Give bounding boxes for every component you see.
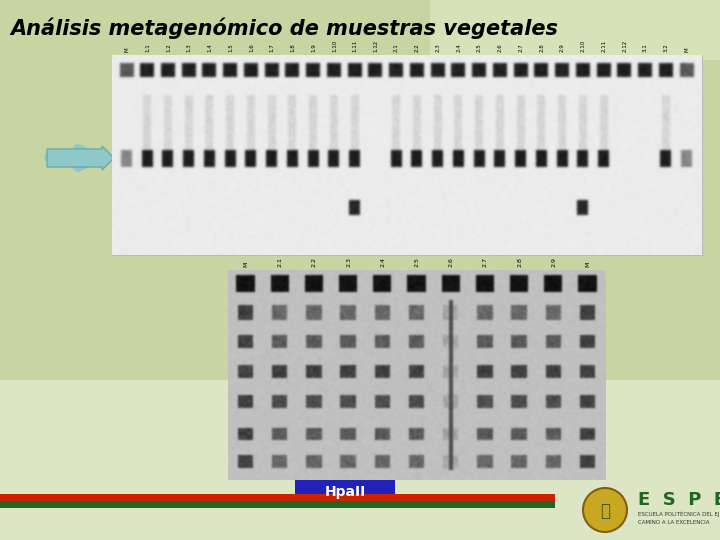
Circle shape [583,488,627,532]
Bar [0,0,720,380]
Text: 2.3: 2.3 [436,43,441,52]
Text: 3.2: 3.2 [664,43,669,52]
Bar [295,479,395,501]
Text: 2.1: 2.1 [394,43,399,52]
Text: 2.10: 2.10 [581,40,586,52]
Bar [402,275,571,475]
Text: 1.3: 1.3 [186,43,192,52]
Bar [112,55,702,255]
Text: 2.1: 2.1 [278,257,283,267]
Bar [368,275,400,475]
Text: 1.5: 1.5 [228,43,233,52]
Bar [0,380,720,540]
Text: M: M [585,261,590,267]
Text: 2.5: 2.5 [477,43,482,52]
Text: 2.7: 2.7 [483,257,488,267]
Text: ESCUELA POLITÉCNICA DEL EJÉRCITO: ESCUELA POLITÉCNICA DEL EJÉRCITO [638,511,720,517]
Text: 1.6: 1.6 [249,43,254,52]
Text: 2.6: 2.6 [498,43,503,52]
Text: 1.8: 1.8 [290,43,295,52]
Text: M: M [243,261,248,267]
Bar [0,501,555,508]
Text: 1.9: 1.9 [311,43,316,52]
Bar [0,494,555,501]
Text: 2.3: 2.3 [346,257,351,267]
Text: 1.1: 1.1 [145,43,150,52]
Text: HpaII: HpaII [325,485,366,499]
Text: 2.7: 2.7 [518,43,523,52]
Text: 2.9: 2.9 [552,257,557,267]
Text: M: M [685,48,690,52]
Text: 2.2: 2.2 [312,257,317,267]
Bar [430,0,720,60]
Text: 1.10: 1.10 [332,40,337,52]
Text: 2.4: 2.4 [456,43,462,52]
Text: 1.7: 1.7 [270,43,275,52]
Text: 1.11: 1.11 [353,40,358,52]
Text: 2.12: 2.12 [622,40,627,52]
Text: 2.2: 2.2 [415,43,420,52]
Text: 1.12: 1.12 [374,40,379,52]
Bar [344,275,395,475]
Text: E  S  P  E: E S P E [638,491,720,509]
FancyArrow shape [47,146,114,170]
Text: 2.11: 2.11 [601,40,606,52]
Text: 1.2: 1.2 [166,43,171,52]
Text: 🛡: 🛡 [600,502,610,520]
Text: 2.8: 2.8 [517,257,522,267]
Text: 2.8: 2.8 [539,43,544,52]
Bar [264,275,348,475]
Text: 2.5: 2.5 [415,257,420,267]
Text: 3.1: 3.1 [643,43,648,52]
Text: 2.4: 2.4 [380,257,385,267]
Text: CAMINO A LA EXCELENCIA: CAMINO A LA EXCELENCIA [638,519,709,524]
Text: 2.6: 2.6 [449,257,454,267]
Text: 1.4: 1.4 [207,43,212,52]
Text: M: M [125,48,130,52]
Text: Análisis metagenómico de muestras vegetales: Análisis metagenómico de muestras vegeta… [10,17,558,39]
Text: 2.9: 2.9 [560,43,565,52]
